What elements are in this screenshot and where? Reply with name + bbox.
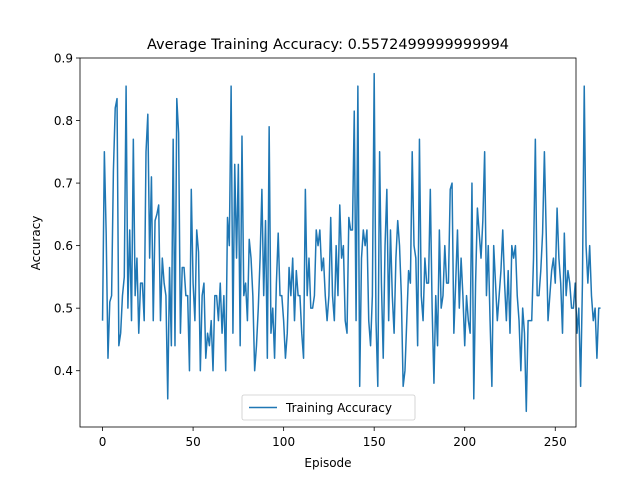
y-tick-label: 0.9 [54, 52, 73, 66]
y-tick-label: 0.5 [54, 302, 73, 316]
y-axis: 0.4 0.5 0.6 0.7 0.8 0.9 [54, 52, 80, 378]
x-tick-label: 100 [272, 435, 295, 449]
x-axis-label: Episode [304, 456, 351, 470]
x-tick-label: 150 [363, 435, 386, 449]
y-axis-label: Accuracy [29, 216, 43, 271]
chart-title: Average Training Accuracy: 0.55724999999… [147, 37, 509, 53]
y-tick-label: 0.4 [54, 364, 73, 378]
legend: Training Accuracy [241, 394, 416, 421]
legend-label: Training Accuracy [285, 401, 392, 415]
y-tick-label: 0.8 [54, 114, 73, 128]
x-axis: 0 50 100 150 200 250 [99, 427, 567, 449]
legend-box [241, 394, 416, 421]
series-line-0 [101, 72, 601, 413]
y-tick-label: 0.7 [54, 177, 73, 191]
axes-frame [79, 57, 577, 428]
series-layer [101, 72, 601, 413]
y-tick-label: 0.6 [54, 239, 73, 253]
x-tick-label: 200 [453, 435, 476, 449]
x-tick-label: 250 [544, 435, 567, 449]
x-tick-label: 50 [185, 435, 200, 449]
x-tick-label: 0 [99, 435, 107, 449]
